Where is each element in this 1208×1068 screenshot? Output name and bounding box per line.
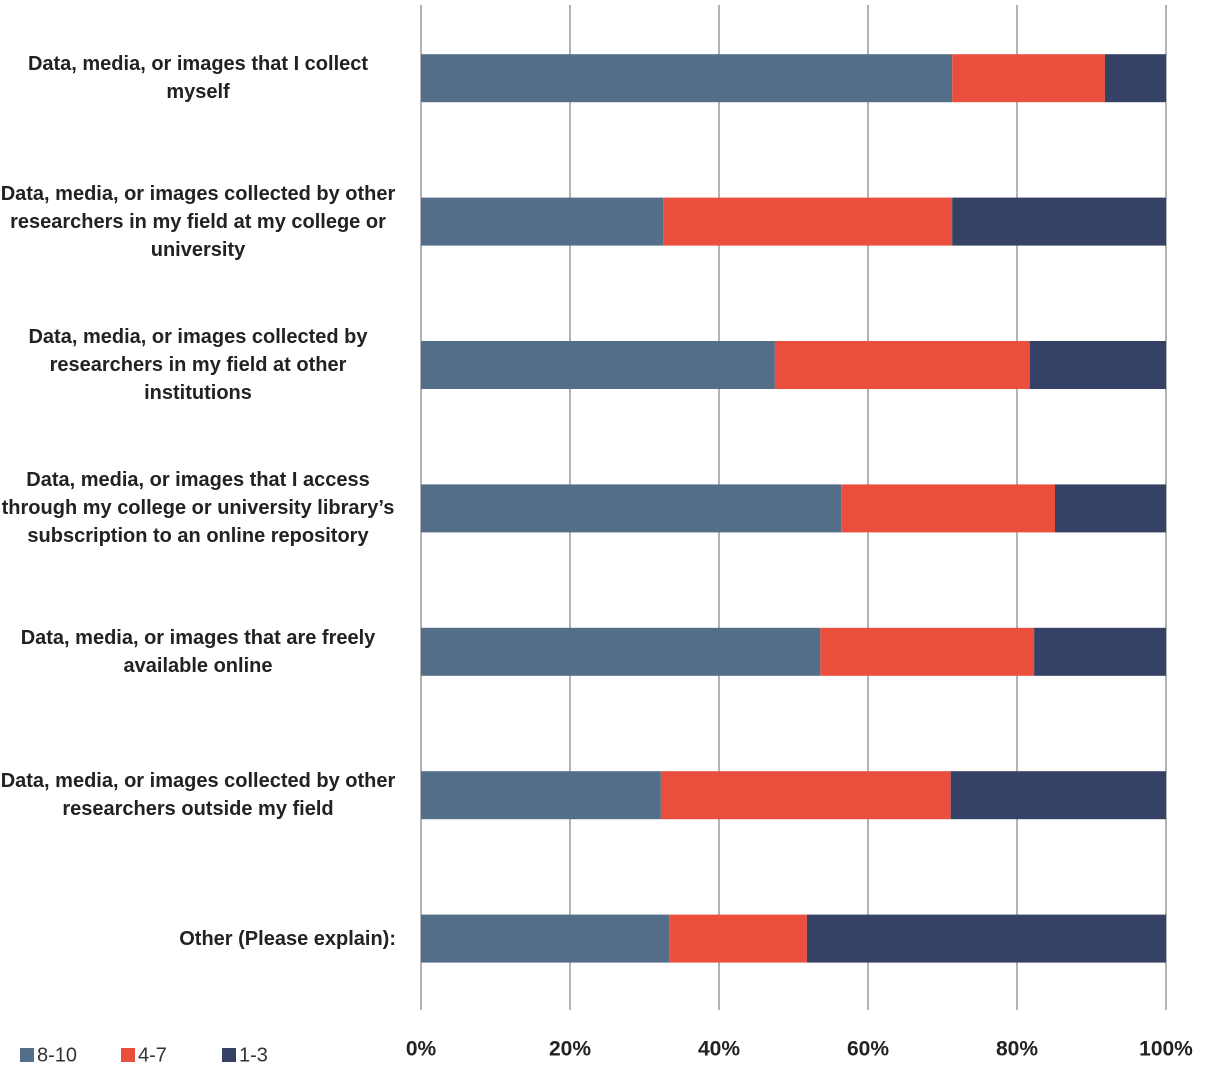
x-tick-label: 60%	[847, 1038, 889, 1061]
category-label: Data, media, or images that I collect my…	[0, 18, 396, 138]
x-tick-label: 0%	[406, 1038, 437, 1061]
legend-swatch	[20, 1048, 34, 1062]
category-text: Data, media, or images collected by othe…	[0, 770, 396, 821]
bar-segment	[421, 627, 821, 676]
category-text: Data, media, or images that I access thr…	[1, 469, 395, 548]
legend-label: 8-10	[37, 1044, 77, 1066]
bar-segment	[421, 54, 953, 103]
category-text: Data, media, or images collected by othe…	[0, 182, 396, 261]
bar-segment	[669, 914, 807, 963]
legend-label: 4-7	[138, 1044, 167, 1066]
x-tick-label: 80%	[996, 1038, 1038, 1061]
category-label: Data, media, or images collected by othe…	[0, 735, 396, 855]
bar-segment	[421, 771, 661, 820]
bar-segment	[663, 197, 953, 246]
bar-segment	[774, 341, 1030, 389]
bar-segment	[950, 771, 1166, 820]
bar-segment	[1054, 484, 1166, 533]
x-tick-label: 20%	[549, 1038, 591, 1061]
x-tick-label: 40%	[698, 1038, 740, 1061]
category-text: Data, media, or images that I collect my…	[27, 53, 369, 104]
category-label: Data, media, or images that I access thr…	[0, 448, 396, 568]
bar-segment	[806, 914, 1166, 963]
category-label: Other (Please explain):	[0, 879, 396, 999]
category-text: Data, media, or images collected by rese…	[28, 326, 368, 404]
bar-segment	[952, 54, 1105, 103]
bar-segment	[841, 484, 1055, 533]
x-tick-label: 100%	[1139, 1038, 1193, 1061]
bar-segment	[1034, 627, 1166, 676]
bar-segment	[421, 197, 664, 246]
bar-segment	[1104, 54, 1166, 103]
bar-segment	[1029, 341, 1166, 389]
category-text: Other (Please explain):	[179, 927, 396, 950]
category-text: Data, media, or images that are freely a…	[20, 626, 376, 677]
bar-segment	[421, 341, 775, 389]
legend-swatch	[121, 1048, 135, 1062]
bar-segment	[660, 771, 951, 820]
bar-segment	[421, 914, 670, 963]
legend-swatch	[222, 1048, 236, 1062]
bar-segment	[952, 197, 1166, 246]
legend-label: 1-3	[239, 1044, 268, 1066]
category-label: Data, media, or images collected by rese…	[0, 305, 396, 425]
bar-segment	[820, 627, 1035, 676]
bar-segment	[421, 484, 842, 533]
category-label: Data, media, or images collected by othe…	[0, 162, 396, 282]
category-label: Data, media, or images that are freely a…	[0, 592, 396, 712]
